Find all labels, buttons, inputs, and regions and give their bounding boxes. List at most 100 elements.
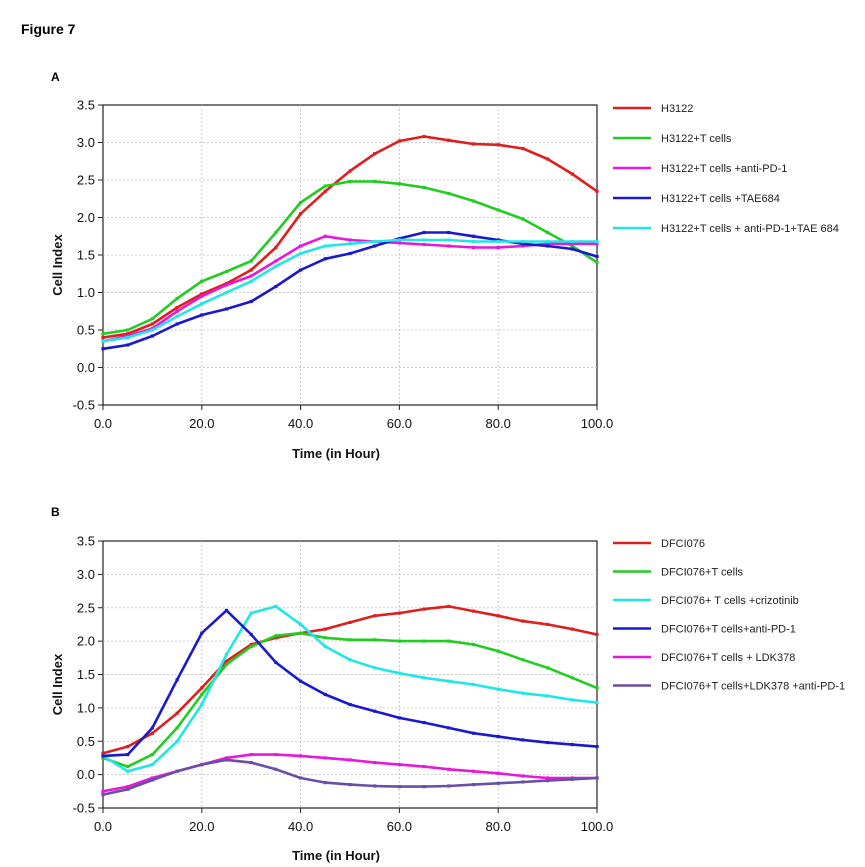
panel-a-y-axis-title: Cell Index xyxy=(50,234,65,296)
panel-b-legend-label: DFCI076+T cells + LDK378 xyxy=(661,652,795,664)
panel-a-series-point xyxy=(249,279,253,283)
panel-b-series-point xyxy=(471,642,476,647)
panel-b-series-point xyxy=(471,783,476,787)
panel-b-series-point xyxy=(299,679,303,683)
panel-b-series-point xyxy=(150,726,154,730)
panel-b-series-point xyxy=(200,631,204,635)
panel-b-y-tick-label: 0.5 xyxy=(77,734,95,749)
panel-b-series-point xyxy=(126,785,130,789)
panel-b-series-point xyxy=(496,649,500,653)
panel-b-label: B xyxy=(51,505,60,519)
panel-b-series-point xyxy=(471,682,476,687)
panel-b-series-point xyxy=(546,622,550,627)
panel-b-series-point xyxy=(249,632,253,637)
panel-a-series-point xyxy=(150,317,154,321)
panel-b-series-point xyxy=(471,609,476,613)
panel-b-series-point xyxy=(175,711,179,715)
panel-b-series-point xyxy=(546,779,550,783)
panel-b-series-point xyxy=(249,642,253,647)
panel-b-series-point xyxy=(150,778,154,782)
panel-a-series-point xyxy=(175,305,179,310)
panel-b-series-point xyxy=(397,763,401,767)
panel-a-series-point xyxy=(299,268,303,272)
panel-a-series-point xyxy=(546,157,550,161)
panel-a-series-point xyxy=(175,296,179,301)
panel-b-legend-label: DFCI076 xyxy=(661,538,705,550)
panel-a-series-point xyxy=(447,244,451,248)
panel-a-series-point xyxy=(200,292,204,296)
panel-b-series-point xyxy=(595,686,599,690)
panel-b-series-point xyxy=(150,753,154,757)
panel-b-series-point xyxy=(299,776,303,780)
panel-a-series-point xyxy=(595,239,599,244)
panel-a-y-tick-label: -0.5 xyxy=(73,398,95,413)
panel-b-series-point xyxy=(348,758,352,762)
panel-b-series-point xyxy=(546,694,550,698)
panel-a-series-point xyxy=(348,179,352,184)
panel-b-series-point xyxy=(521,780,525,784)
panel-a-series-point xyxy=(595,242,599,246)
panel-a-series-point xyxy=(570,242,574,246)
panel-a-series-point xyxy=(521,239,525,244)
panel-a-series-point xyxy=(471,142,476,146)
panel-a-series-point xyxy=(521,217,525,221)
panel-b-series-point xyxy=(101,793,105,797)
panel-b-series-point xyxy=(422,785,426,789)
panel-a-x-tick-label: 20.0 xyxy=(189,416,214,431)
panel-a-series-point xyxy=(496,239,500,244)
panel-a-y-tick-label: 1.5 xyxy=(77,248,95,263)
panel-b-y-tick-label: -0.5 xyxy=(73,801,95,816)
panel-b-series-point xyxy=(249,761,253,765)
panel-b-series-point xyxy=(150,763,154,767)
figure-title: Figure 7 xyxy=(21,21,76,37)
panel-a-series-point xyxy=(224,307,229,311)
panel-b-series-point xyxy=(323,756,327,760)
panel-b-series-point xyxy=(299,754,303,758)
panel-a-series-point xyxy=(422,242,426,247)
panel-a-series-point xyxy=(373,152,377,156)
panel-b-series-point xyxy=(224,758,229,762)
panel-a-series-point xyxy=(447,230,451,235)
panel-b-series-point xyxy=(323,692,327,697)
panel-a-x-axis-title: Time (in Hour) xyxy=(292,446,380,461)
panel-b-series-point xyxy=(373,784,377,788)
panel-b-x-tick-label: 60.0 xyxy=(387,819,412,834)
panel-b-series-point xyxy=(447,604,451,609)
panel-a-series-point xyxy=(397,241,401,245)
panel-b-series-point xyxy=(471,731,476,735)
panel-b-legend-label: DFCI076+ T cells +crizotinib xyxy=(661,595,799,607)
panel-a-series-point xyxy=(496,208,500,212)
panel-a-series-point xyxy=(595,260,599,265)
panel-a-series-point xyxy=(274,259,278,263)
panel-a-series-point xyxy=(348,242,352,246)
panel-b-x-tick-label: 20.0 xyxy=(189,819,214,834)
panel-b-series-point xyxy=(447,679,451,683)
panel-b-series-point xyxy=(101,754,105,758)
panel-b-series-point xyxy=(447,767,451,771)
panel-b-series-point xyxy=(422,676,426,680)
panel-b-y-tick-label: 3.5 xyxy=(77,534,95,549)
panel-b-y-tick-label: 2.0 xyxy=(77,634,95,649)
panel-a-series-point xyxy=(447,191,451,196)
panel-a-series-point xyxy=(274,284,278,289)
panel-a-series-point xyxy=(126,343,130,347)
panel-a-series-point xyxy=(422,238,426,242)
panel-a-x-tick-label: 100.0 xyxy=(581,416,614,431)
panel-b-series-point xyxy=(150,731,154,735)
panel-b-series-point xyxy=(496,781,500,785)
panel-a-series-point xyxy=(126,328,130,332)
panel-b-series-point xyxy=(373,614,377,618)
panel-a-x-tick-label: 0.0 xyxy=(94,416,112,431)
panel-a-series-point xyxy=(546,230,550,235)
panel-a-series-point xyxy=(546,242,550,246)
panel-b-series-point xyxy=(521,691,525,695)
panel-a-legend-label: H3122+T cells + anti-PD-1+TAE 684 xyxy=(661,223,839,235)
panel-b-series-point xyxy=(422,639,426,643)
panel-b-series-point xyxy=(496,687,500,691)
panel-a-series-point xyxy=(274,264,278,268)
panel-a-series-point xyxy=(175,322,179,326)
panel-b-series-point xyxy=(224,756,229,760)
panel-b-series-point xyxy=(150,776,154,780)
panel-a-series-point xyxy=(224,269,229,274)
